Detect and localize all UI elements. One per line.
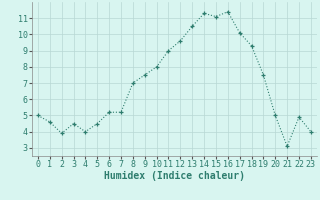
X-axis label: Humidex (Indice chaleur): Humidex (Indice chaleur) xyxy=(104,171,245,181)
